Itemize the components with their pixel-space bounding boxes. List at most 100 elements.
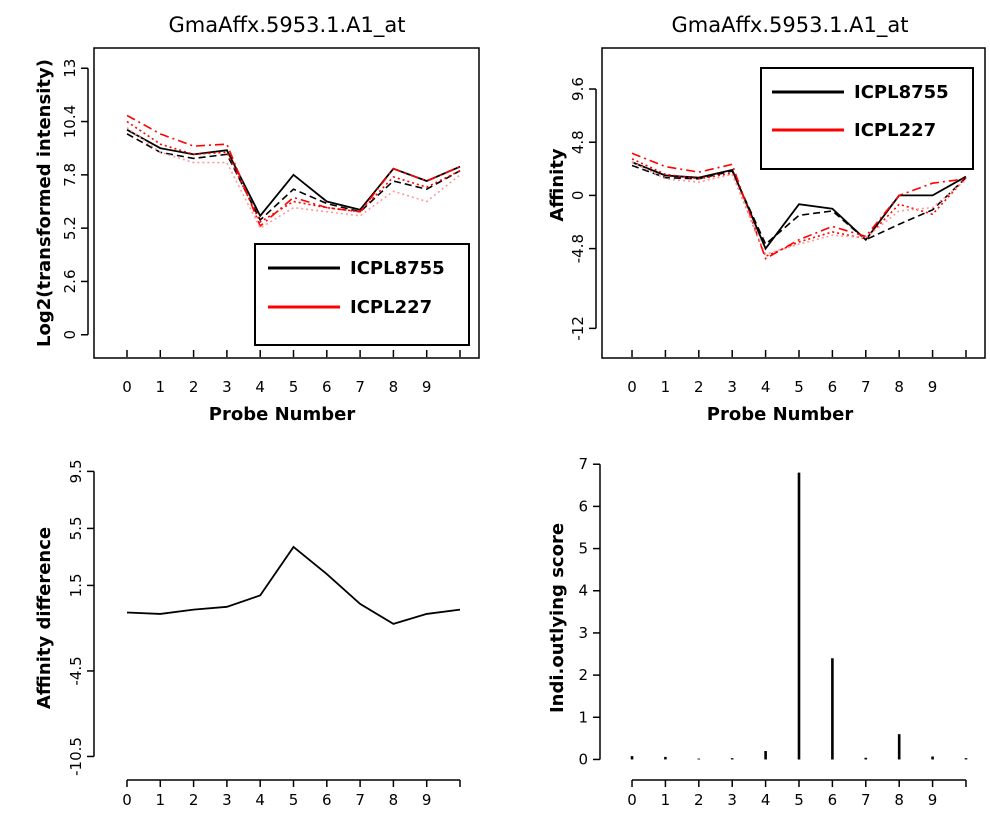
x-tick-label: 1 — [661, 378, 671, 396]
panel-affinity-difference: 0 1 2 3 4 5 6 7 8 9 -10.5 -4.5 1.5 5.5 9.5 Affinity d… — [34, 459, 461, 809]
panel-intensity-y-ticks: 0 2.6 5.2 7.8 10.4 13 — [61, 59, 89, 340]
x-tick-label: 3 — [727, 791, 737, 809]
y-tick-label: 2.6 — [61, 270, 79, 294]
y-tick-label: 3 — [578, 624, 588, 642]
series-line-4 — [126, 127, 461, 230]
x-tick-label: 5 — [794, 791, 804, 809]
y-tick-label: 2 — [578, 666, 588, 684]
x-tick-label: 9 — [422, 378, 432, 396]
panel-intensity-title: GmaAffx.5953.1.A1_at — [168, 13, 405, 38]
y-tick-label: 1 — [578, 708, 588, 726]
panel-affinity-difference-x-ticks: 0 1 2 3 4 5 6 7 8 9 — [122, 779, 461, 809]
panel-affinity-title: GmaAffx.5953.1.A1_at — [671, 13, 908, 38]
panel-affinity-legend: ICPL8755 ICPL227 — [760, 67, 974, 170]
series-line-5 — [631, 161, 967, 256]
x-tick-label: 4 — [761, 791, 771, 809]
x-tick-label: 3 — [727, 378, 737, 396]
panel-affinity-difference-y-ticks: -10.5 -4.5 1.5 5.5 9.5 — [67, 459, 95, 776]
series-line-1 — [126, 545, 461, 625]
series-line-5 — [126, 120, 461, 224]
x-tick-label: 0 — [122, 378, 132, 396]
x-tick-label: 7 — [355, 791, 365, 809]
x-tick-label: 8 — [389, 791, 399, 809]
y-tick-label: 4 — [578, 582, 588, 600]
x-tick-label: 5 — [289, 378, 299, 396]
x-tick-label: 1 — [156, 791, 166, 809]
y-tick-label: -4.8 — [569, 234, 587, 263]
x-tick-label: 2 — [189, 378, 199, 396]
x-tick-label: 6 — [828, 378, 838, 396]
y-tick-label: 7.8 — [61, 163, 79, 187]
panel-affinity-frame — [601, 47, 986, 359]
x-tick-label: 7 — [861, 791, 871, 809]
x-tick-label: 4 — [255, 791, 265, 809]
y-tick-label: 0 — [569, 191, 587, 201]
x-tick-label: 1 — [661, 791, 671, 809]
panel-outlying-score-ylabel: Indi.outlying score — [547, 523, 568, 713]
panel-affinity-x-ticks: 0 1 2 3 4 5 6 7 8 9 — [627, 350, 967, 396]
x-tick-label: 0 — [627, 791, 637, 809]
x-tick-label: 6 — [322, 791, 332, 809]
panel-intensity-legend-box — [254, 243, 470, 346]
x-tick-label: 3 — [222, 378, 232, 396]
y-tick-label: 5.5 — [67, 516, 85, 540]
panel-affinity-xlabel: Probe Number — [707, 404, 854, 425]
panel-affinity: GmaAffx.5953.1.A1_at 0 1 2 3 4 5 6 7 8 9 -12 -4.8 0… — [547, 13, 986, 425]
legend-label-icpl8755-2: ICPL8755 — [854, 82, 949, 103]
panel-outlying-score-x-ticks: 0 1 2 3 4 5 6 7 8 9 — [627, 779, 967, 809]
x-tick-label: 8 — [389, 378, 399, 396]
panel-affinity-difference-plot — [126, 545, 461, 625]
x-tick-label: 1 — [156, 378, 166, 396]
panel-intensity-xlabel: Probe Number — [209, 404, 356, 425]
panel-intensity: GmaAffx.5953.1.A1_at 0 1 2 3 4 5 6 7 8 9 0 2.6 5.2 7… — [34, 13, 480, 425]
x-tick-label: 9 — [422, 791, 432, 809]
series-line-3 — [631, 152, 967, 260]
x-tick-label: 9 — [928, 378, 938, 396]
panel-affinity-y-ticks: -12 -4.8 0 4.8 9.6 — [569, 77, 597, 341]
x-tick-label: 5 — [794, 378, 804, 396]
series-line-2 — [126, 133, 461, 222]
panel-intensity-plot — [126, 114, 461, 230]
y-tick-label: 9.6 — [569, 77, 587, 101]
y-tick-label: 1.5 — [67, 574, 85, 598]
x-tick-label: 9 — [928, 791, 938, 809]
x-tick-label: 7 — [355, 378, 365, 396]
y-tick-label: 7 — [578, 455, 588, 473]
panel-intensity-x-ticks: 0 1 2 3 4 5 6 7 8 9 — [122, 350, 461, 396]
x-tick-label: 5 — [289, 791, 299, 809]
y-tick-label: 6 — [578, 497, 588, 515]
x-tick-label: 8 — [894, 791, 904, 809]
panel-outlying-score: 0 1 2 3 4 5 6 7 8 9 0 1 2 3 4 5 6 7 Indi.outlying score — [547, 455, 968, 809]
panel-affinity-legend-box — [760, 67, 974, 170]
x-tick-label: 6 — [322, 378, 332, 396]
y-tick-label: 0 — [578, 750, 588, 768]
x-tick-label: 4 — [255, 378, 265, 396]
y-tick-label: 13 — [61, 59, 79, 78]
x-tick-label: 7 — [861, 378, 871, 396]
x-tick-label: 8 — [894, 378, 904, 396]
y-tick-label: 5 — [578, 540, 588, 558]
y-tick-label: 0 — [61, 330, 79, 340]
legend-label-icpl227-2: ICPL227 — [854, 120, 936, 141]
y-tick-label: 10.4 — [61, 105, 79, 138]
y-tick-label: 4.8 — [569, 130, 587, 154]
y-tick-label: -4.5 — [67, 656, 85, 685]
x-tick-label: 2 — [694, 791, 704, 809]
series-line-4 — [631, 158, 967, 258]
x-tick-label: 0 — [122, 791, 132, 809]
legend-label-icpl8755: ICPL8755 — [350, 258, 445, 279]
x-tick-label: 3 — [222, 791, 232, 809]
panel-outlying-score-plot — [630, 472, 968, 760]
panel-outlying-score-y-ticks: 0 1 2 3 4 5 6 7 — [578, 455, 601, 768]
panel-intensity-frame — [93, 47, 480, 359]
series-line-2 — [631, 164, 967, 246]
x-tick-label: 4 — [761, 378, 771, 396]
x-tick-label: 2 — [694, 378, 704, 396]
y-tick-label: -10.5 — [67, 737, 85, 776]
x-tick-label: 6 — [828, 791, 838, 809]
panel-intensity-legend: ICPL8755 ICPL227 — [254, 243, 470, 346]
y-tick-label: 9.5 — [67, 459, 85, 483]
series-line-1 — [126, 128, 461, 218]
series-line-3 — [126, 114, 461, 228]
